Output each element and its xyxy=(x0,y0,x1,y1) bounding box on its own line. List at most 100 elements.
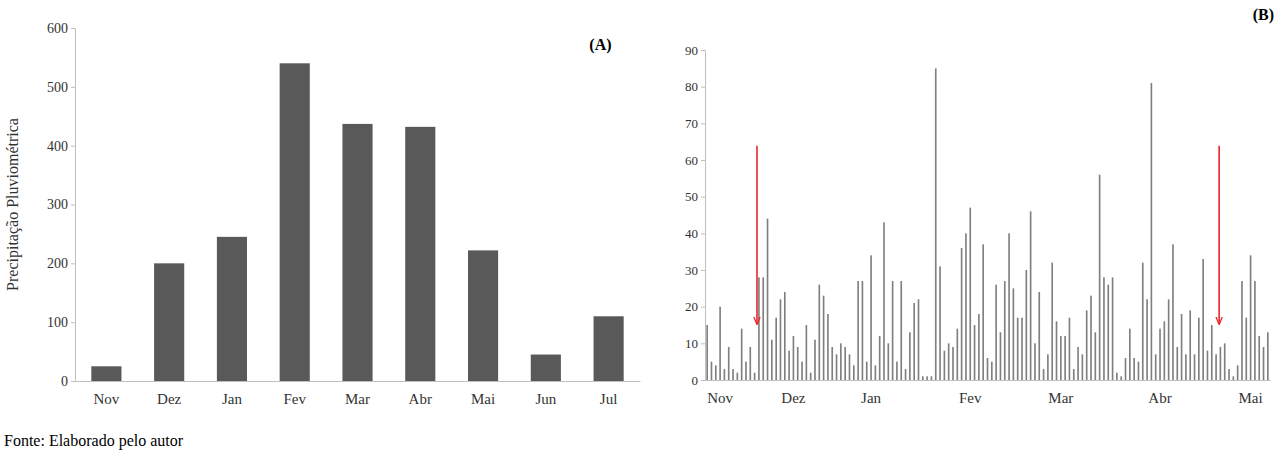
y-tick: 10 xyxy=(685,336,705,351)
bar xyxy=(948,343,950,380)
bar xyxy=(724,369,726,380)
bar xyxy=(995,285,997,380)
bar xyxy=(788,351,790,380)
bar xyxy=(909,332,911,380)
bar xyxy=(1245,318,1247,380)
bar xyxy=(762,277,764,380)
bar xyxy=(342,124,372,381)
y-tick-mark xyxy=(71,263,75,264)
bar xyxy=(879,336,881,380)
bar xyxy=(1250,255,1252,380)
bar xyxy=(857,281,859,380)
bar xyxy=(745,362,747,380)
bar xyxy=(969,208,971,380)
bar xyxy=(767,219,769,380)
annotation: Fonte: Elaborado pelo autor xyxy=(4,432,184,450)
y-axis: 0100200300400500600 xyxy=(47,21,76,389)
y-tick-label: 600 xyxy=(47,21,68,36)
y-axis-line xyxy=(701,51,706,381)
bar xyxy=(887,343,889,380)
y-tick-label: 80 xyxy=(685,79,698,94)
y-tick-mark xyxy=(701,233,705,234)
x-tick: Mar xyxy=(345,381,370,407)
x-tick: Mai xyxy=(471,381,495,407)
bar xyxy=(862,281,864,380)
bar xyxy=(405,127,435,381)
x-tick: Abr xyxy=(1148,380,1171,406)
x-tick: Fev xyxy=(959,380,982,406)
bar xyxy=(1172,244,1174,380)
y-tick-mark xyxy=(701,87,705,88)
bar xyxy=(1155,354,1157,380)
bar xyxy=(1030,211,1032,380)
bar xyxy=(956,329,958,380)
bar xyxy=(1116,373,1118,380)
bar xyxy=(749,347,751,380)
bar xyxy=(1198,318,1200,380)
x-tick-label: Mar xyxy=(345,391,370,407)
bar xyxy=(1103,277,1105,380)
x-axis: NovDezJanFevMarAbrMai xyxy=(706,380,1271,406)
bar xyxy=(715,365,717,380)
bar xyxy=(1263,347,1265,380)
y-tick-label: 30 xyxy=(685,263,698,278)
x-tick: Dez xyxy=(157,381,181,407)
bar xyxy=(797,347,799,380)
y-tick-label: 40 xyxy=(685,226,698,241)
bar xyxy=(1237,365,1239,380)
y-tick: 600 xyxy=(47,21,75,36)
x-tick-label: Jan xyxy=(861,390,881,406)
bar xyxy=(1211,325,1213,380)
x-tick-label: Fev xyxy=(959,390,982,406)
x-tick: Jul xyxy=(600,381,618,407)
y-tick: 60 xyxy=(685,153,705,168)
bar xyxy=(1008,233,1010,380)
bar xyxy=(836,354,838,380)
x-tick: Dez xyxy=(781,380,805,406)
bar xyxy=(1051,263,1053,380)
bar xyxy=(931,376,933,380)
bar xyxy=(1215,354,1217,380)
bar xyxy=(1069,318,1071,380)
y-tick: 50 xyxy=(685,189,705,204)
y-tick-label: 200 xyxy=(47,256,68,271)
bar xyxy=(1120,376,1122,380)
y-tick-label: 70 xyxy=(685,116,698,131)
y-tick-mark xyxy=(701,123,705,124)
bar xyxy=(737,373,739,380)
y-tick-mark xyxy=(71,322,75,323)
y-tick-mark xyxy=(701,160,705,161)
bar xyxy=(849,354,851,380)
bar xyxy=(991,362,993,380)
y-tick-mark xyxy=(71,205,75,206)
bar xyxy=(1176,347,1178,380)
bar xyxy=(1224,343,1226,380)
bar xyxy=(1168,299,1170,380)
bar xyxy=(91,366,121,381)
y-tick-mark xyxy=(71,87,75,88)
bar xyxy=(732,369,734,380)
y-tick-mark xyxy=(71,146,75,147)
bar xyxy=(939,266,941,380)
x-axis-line xyxy=(76,381,641,382)
y-tick-mark xyxy=(71,381,75,382)
bar xyxy=(1047,354,1049,380)
y-tick: 400 xyxy=(47,139,75,154)
y-tick-mark xyxy=(701,50,705,51)
bar xyxy=(1056,321,1058,380)
y-axis-title: Precipitação Pluviométrica xyxy=(4,118,22,291)
bar xyxy=(818,285,820,380)
bar xyxy=(793,336,795,380)
y-axis: 0102030405060708090 xyxy=(685,43,706,388)
bar xyxy=(974,325,976,380)
bar xyxy=(1073,369,1075,380)
bar xyxy=(1025,270,1027,380)
bar xyxy=(900,281,902,380)
x-axis: NovDezJanFevMarAbrMaiJunJul xyxy=(76,381,641,407)
bar xyxy=(896,362,898,380)
plot-area xyxy=(706,68,1268,380)
bar xyxy=(918,299,920,380)
bar xyxy=(758,277,760,380)
bar xyxy=(217,237,247,381)
y-tick: 300 xyxy=(47,197,75,212)
